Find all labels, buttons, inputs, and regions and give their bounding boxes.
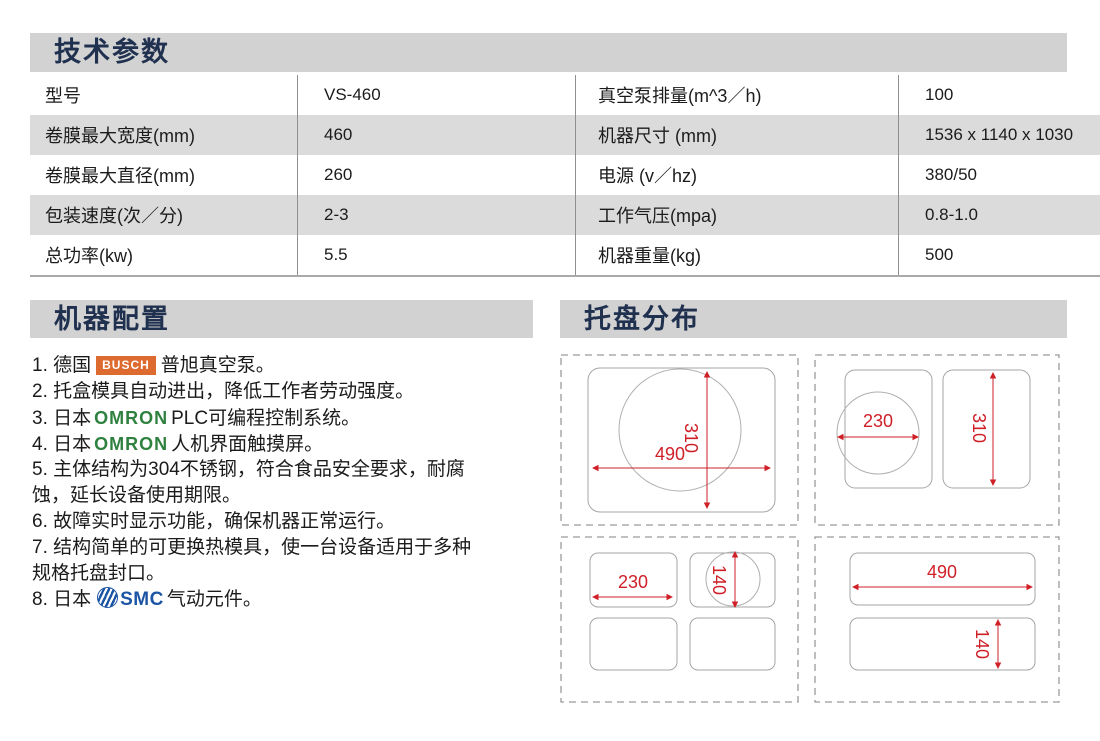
config-text: 2. 托盒模具自动进出，降低工作者劳动强度。 [32, 381, 415, 402]
spec-label-cell: 卷膜最大直径(mm) [30, 155, 298, 195]
config-text: PLC可编程控制系统。 [171, 408, 361, 429]
spec-value-cell: 500 [925, 245, 954, 264]
section-title-specs: 技术参数 [54, 37, 170, 67]
config-text: 8. 日本 [32, 589, 92, 610]
section-header-specs: 技术参数 [30, 33, 1067, 72]
spec-label-cell: 机器尺寸 (mm) [575, 115, 899, 155]
tray-box-border [560, 354, 799, 526]
tray-diagram-canvas: 310 490 230 310 230 140 [560, 354, 1060, 703]
tray-outline [587, 367, 776, 513]
config-list-line: 7. 结构简单的可更换热模具，使一台设备适用于多种 [32, 535, 544, 561]
config-text: 人机界面触摸屏。 [171, 434, 324, 455]
config-text: 1. 德国 [32, 355, 92, 376]
config-text: 5. 主体结构为304不锈钢，符合食品安全要求，耐腐 [32, 459, 465, 480]
config-list-line: 规格托盘封口。 [32, 561, 544, 587]
spec-value-cell: 1536 x 1140 x 1030 [925, 125, 1074, 144]
smc-logo: SMC [120, 589, 164, 610]
spec-label-cell: 卷膜最大宽度(mm) [30, 115, 298, 155]
dimension-label: 140 [709, 565, 729, 595]
smc-globe-icon [97, 587, 119, 608]
config-text: 气动元件。 [166, 589, 262, 610]
dimension-label: 490 [927, 562, 957, 582]
config-list-line: 5. 主体结构为304不锈钢，符合食品安全要求，耐腐 [32, 457, 544, 483]
spec-value-cell: 0.8-1.0 [925, 205, 978, 224]
config-text: 3. 日本 [32, 408, 92, 429]
section-title-trays: 托盘分布 [584, 304, 700, 334]
specs-table: 型号 VS-460 真空泵排量(m^3／h) 100 卷膜最大宽度(mm) 46… [30, 75, 1100, 277]
dimension-label: 490 [655, 444, 685, 464]
dimension-label: 230 [618, 572, 648, 592]
tray-box-border [814, 536, 1060, 703]
tray-outline [849, 552, 1036, 606]
config-list-line: 6. 故障实时显示功能，确保机器正常运行。 [32, 509, 544, 535]
config-list-line: 蚀，延长设备使用期限。 [32, 483, 544, 509]
spec-label-cell: 真空泵排量(m^3／h) [575, 75, 899, 115]
tray-outline [942, 369, 1031, 489]
table-row: 卷膜最大宽度(mm) 460 机器尺寸 (mm) 1536 x 1140 x 1… [30, 115, 1100, 155]
spec-label-cell: 机器重量(kg) [575, 235, 899, 276]
spec-value-cell: 100 [925, 85, 954, 104]
omron-logo: OMRON [94, 408, 169, 428]
config-text: 6. 故障实时显示功能，确保机器正常运行。 [32, 511, 396, 532]
spec-value-cell: 5.5 [297, 235, 576, 276]
tray-group-box: 230 140 [560, 536, 799, 703]
dimension-label: 310 [681, 423, 701, 453]
dimension-label: 230 [863, 411, 893, 431]
tray-box-border [814, 354, 1060, 526]
table-row: 总功率(kw) 5.5 机器重量(kg) 500 [30, 235, 1100, 276]
spec-value-cell: 380/50 [925, 165, 977, 184]
tray-outline [689, 617, 776, 671]
tray-circle [836, 391, 920, 475]
tray-circle [618, 368, 742, 492]
table-row: 包装速度(次／分) 2-3 工作气压(mpa) 0.8-1.0 [30, 195, 1100, 235]
tray-outline [849, 617, 1036, 671]
config-list-line: 1. 德国 BUSCH 普旭真空泵。 [32, 353, 544, 379]
config-text: 普旭真空泵。 [160, 355, 275, 376]
dimension-label: 310 [969, 413, 989, 443]
config-text: 蚀，延长设备使用期限。 [32, 485, 242, 506]
spec-label-cell: 工作气压(mpa) [575, 195, 899, 235]
busch-logo: BUSCH [96, 356, 156, 375]
section-title-config: 机器配置 [54, 304, 170, 334]
config-list-line: 2. 托盒模具自动进出，降低工作者劳动强度。 [32, 379, 544, 405]
config-list: 1. 德国 BUSCH 普旭真空泵。 2. 托盒模具自动进出，降低工作者劳动强度。 … [32, 353, 544, 613]
config-text: 7. 结构简单的可更换热模具，使一台设备适用于多种 [32, 537, 472, 558]
spec-label-cell: 总功率(kw) [30, 235, 298, 276]
config-text: 4. 日本 [32, 434, 92, 455]
dimension-label: 140 [972, 629, 992, 659]
tray-group-box: 310 490 [560, 354, 799, 526]
tray-group-box: 490 140 [814, 536, 1060, 703]
spec-value-cell: VS-460 [297, 75, 576, 115]
tray-group-box: 230 310 [814, 354, 1060, 526]
tray-outline [589, 617, 678, 671]
tray-box-border [560, 536, 799, 703]
spec-label-cell: 电源 (v／hz) [575, 155, 899, 195]
config-text: 规格托盘封口。 [32, 563, 166, 584]
section-header-config: 机器配置 [30, 300, 533, 338]
spec-value-cell: 260 [297, 155, 576, 195]
spec-value-cell: 2-3 [297, 195, 576, 235]
tray-outline [844, 369, 933, 489]
spec-label-cell: 包装速度(次／分) [30, 195, 298, 235]
spec-label-cell: 型号 [30, 75, 298, 115]
table-row: 卷膜最大直径(mm) 260 电源 (v／hz) 380/50 [30, 155, 1100, 195]
section-header-trays: 托盘分布 [560, 300, 1067, 338]
tray-outline [589, 552, 678, 608]
config-list-line: 8. 日本 SMC 气动元件。 [32, 587, 544, 613]
table-row: 型号 VS-460 真空泵排量(m^3／h) 100 [30, 75, 1100, 115]
config-list-line: 3. 日本 OMRON PLC可编程控制系统。 [32, 405, 544, 431]
spec-value-cell: 460 [297, 115, 576, 155]
omron-logo: OMRON [94, 434, 169, 454]
tray-outline [689, 552, 776, 608]
config-list-line: 4. 日本 OMRON 人机界面触摸屏。 [32, 431, 544, 457]
